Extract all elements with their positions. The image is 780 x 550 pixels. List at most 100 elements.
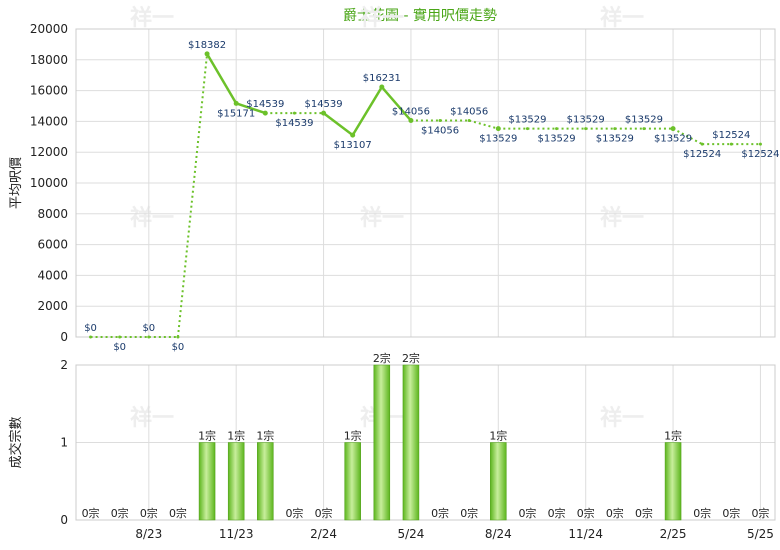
price-data-label: $14056 bbox=[392, 107, 430, 118]
count-x-tick-label: 2/25 bbox=[660, 527, 687, 541]
count-plot-frame bbox=[75, 364, 776, 521]
price-point bbox=[408, 118, 414, 124]
price-point bbox=[176, 335, 180, 339]
price-point bbox=[700, 142, 704, 146]
price-point bbox=[292, 111, 296, 115]
price-point bbox=[379, 84, 385, 90]
price-data-label: $14056 bbox=[450, 107, 488, 118]
price-y-tick-label: 2000 bbox=[37, 299, 68, 313]
count-data-label: 0宗 bbox=[431, 506, 449, 520]
price-data-label: $0 bbox=[113, 342, 126, 353]
count-y-axis-label: 成交宗數 bbox=[8, 416, 24, 468]
price-data-label: $12524 bbox=[683, 149, 721, 160]
watermark-text: 祥一 bbox=[600, 5, 644, 31]
price-point bbox=[467, 119, 471, 123]
count-bar bbox=[490, 442, 507, 521]
price-plot: 0 2000 4000 6000 8000 10000 12000 14000 16000 180… bbox=[9, 22, 780, 353]
price-data-label: $0 bbox=[172, 342, 185, 353]
price-data-label: $14539 bbox=[304, 99, 342, 110]
price-point bbox=[729, 142, 733, 146]
count-data-label: 0宗 bbox=[140, 506, 158, 520]
count-data-label: 0宗 bbox=[460, 506, 478, 520]
count-x-tick-label: 2/24 bbox=[310, 527, 337, 541]
price-data-label: $13529 bbox=[654, 134, 692, 145]
price-data-label: $13529 bbox=[625, 115, 663, 126]
price-data-label: $0 bbox=[142, 323, 155, 334]
price-y-tick-label: 4000 bbox=[37, 268, 68, 282]
price-point bbox=[204, 51, 210, 57]
price-point bbox=[642, 127, 646, 131]
price-point bbox=[438, 119, 442, 123]
count-data-label: 0宗 bbox=[577, 506, 595, 520]
count-plot: 0 1 2 8/23 11/23 2/24 5/24 8/24 11/24 2/25 5/25 成交宗… bbox=[8, 351, 776, 541]
count-data-label: 2宗 bbox=[373, 351, 391, 365]
price-line-segment bbox=[380, 86, 412, 122]
count-data-label: 0宗 bbox=[693, 506, 711, 520]
watermark-text: 祥一 bbox=[600, 205, 644, 231]
price-point bbox=[670, 126, 676, 132]
price-point bbox=[118, 335, 122, 339]
price-point bbox=[89, 335, 93, 339]
price-point bbox=[147, 335, 151, 339]
price-data-label: $14056 bbox=[421, 126, 459, 137]
price-data-label: $13529 bbox=[508, 115, 546, 126]
count-x-tick-label: 8/23 bbox=[135, 527, 162, 541]
count-data-label: 0宗 bbox=[518, 506, 536, 520]
watermark-text: 祥一 bbox=[600, 405, 644, 431]
count-data-label: 0宗 bbox=[751, 506, 769, 520]
price-data-label: $13529 bbox=[537, 134, 575, 145]
price-point bbox=[233, 100, 239, 106]
price-line-segment bbox=[176, 53, 209, 338]
count-data-label: 0宗 bbox=[82, 506, 100, 520]
price-point bbox=[495, 126, 501, 132]
price-point bbox=[555, 127, 559, 131]
price-y-tick-label: 8000 bbox=[37, 207, 68, 221]
price-point bbox=[525, 127, 529, 131]
price-line-segment bbox=[672, 127, 703, 146]
price-y-axis-label: 平均呎價 bbox=[9, 157, 24, 209]
price-point bbox=[584, 127, 588, 131]
count-y-tick-label: 2 bbox=[60, 358, 68, 372]
count-data-label: 0宗 bbox=[548, 506, 566, 520]
count-x-tick-label: 8/24 bbox=[485, 527, 512, 541]
watermark-text: 祥一 bbox=[130, 405, 174, 431]
count-x-tick-label: 5/24 bbox=[397, 527, 424, 541]
price-point bbox=[758, 142, 762, 146]
count-bar bbox=[402, 364, 420, 521]
price-data-label: $13529 bbox=[596, 134, 634, 145]
price-point bbox=[350, 132, 356, 138]
count-data-label: 1宗 bbox=[664, 429, 682, 443]
count-x-tick-label: 5/25 bbox=[747, 527, 774, 541]
price-line-segment bbox=[322, 112, 354, 137]
count-data-label: 2宗 bbox=[402, 351, 420, 365]
count-data-label: 0宗 bbox=[285, 506, 303, 520]
chart-title: 爵士花園 - 實用呎價走勢 bbox=[343, 7, 497, 24]
price-y-tick-label: 0 bbox=[60, 330, 68, 344]
price-data-label: $13529 bbox=[479, 134, 517, 145]
price-data-label: $12524 bbox=[741, 149, 779, 160]
count-y-tick-label: 0 bbox=[60, 513, 68, 527]
price-y-tick-label: 10000 bbox=[30, 176, 68, 190]
watermark-text: 祥一 bbox=[360, 205, 404, 231]
price-data-label: $13107 bbox=[334, 140, 372, 151]
price-plot-frame bbox=[75, 28, 776, 338]
price-line-segment bbox=[351, 86, 383, 136]
count-bar bbox=[198, 442, 216, 521]
price-line-segment bbox=[205, 53, 238, 105]
price-data-label: $13529 bbox=[567, 115, 605, 126]
count-data-label: 0宗 bbox=[169, 506, 187, 520]
count-data-label: 0宗 bbox=[606, 506, 624, 520]
price-y-tick-label: 12000 bbox=[30, 145, 68, 159]
price-point bbox=[262, 110, 268, 116]
price-data-label: $18382 bbox=[188, 40, 226, 51]
count-data-label: 0宗 bbox=[315, 506, 333, 520]
count-data-label: 1宗 bbox=[489, 429, 507, 443]
count-bar bbox=[257, 442, 274, 521]
price-y-tick-label: 20000 bbox=[30, 22, 68, 36]
count-bar bbox=[373, 364, 391, 521]
price-data-label: $12524 bbox=[712, 130, 750, 141]
count-data-label: 0宗 bbox=[722, 506, 740, 520]
count-bar bbox=[227, 442, 245, 521]
watermark-text: 祥一 bbox=[130, 5, 174, 31]
